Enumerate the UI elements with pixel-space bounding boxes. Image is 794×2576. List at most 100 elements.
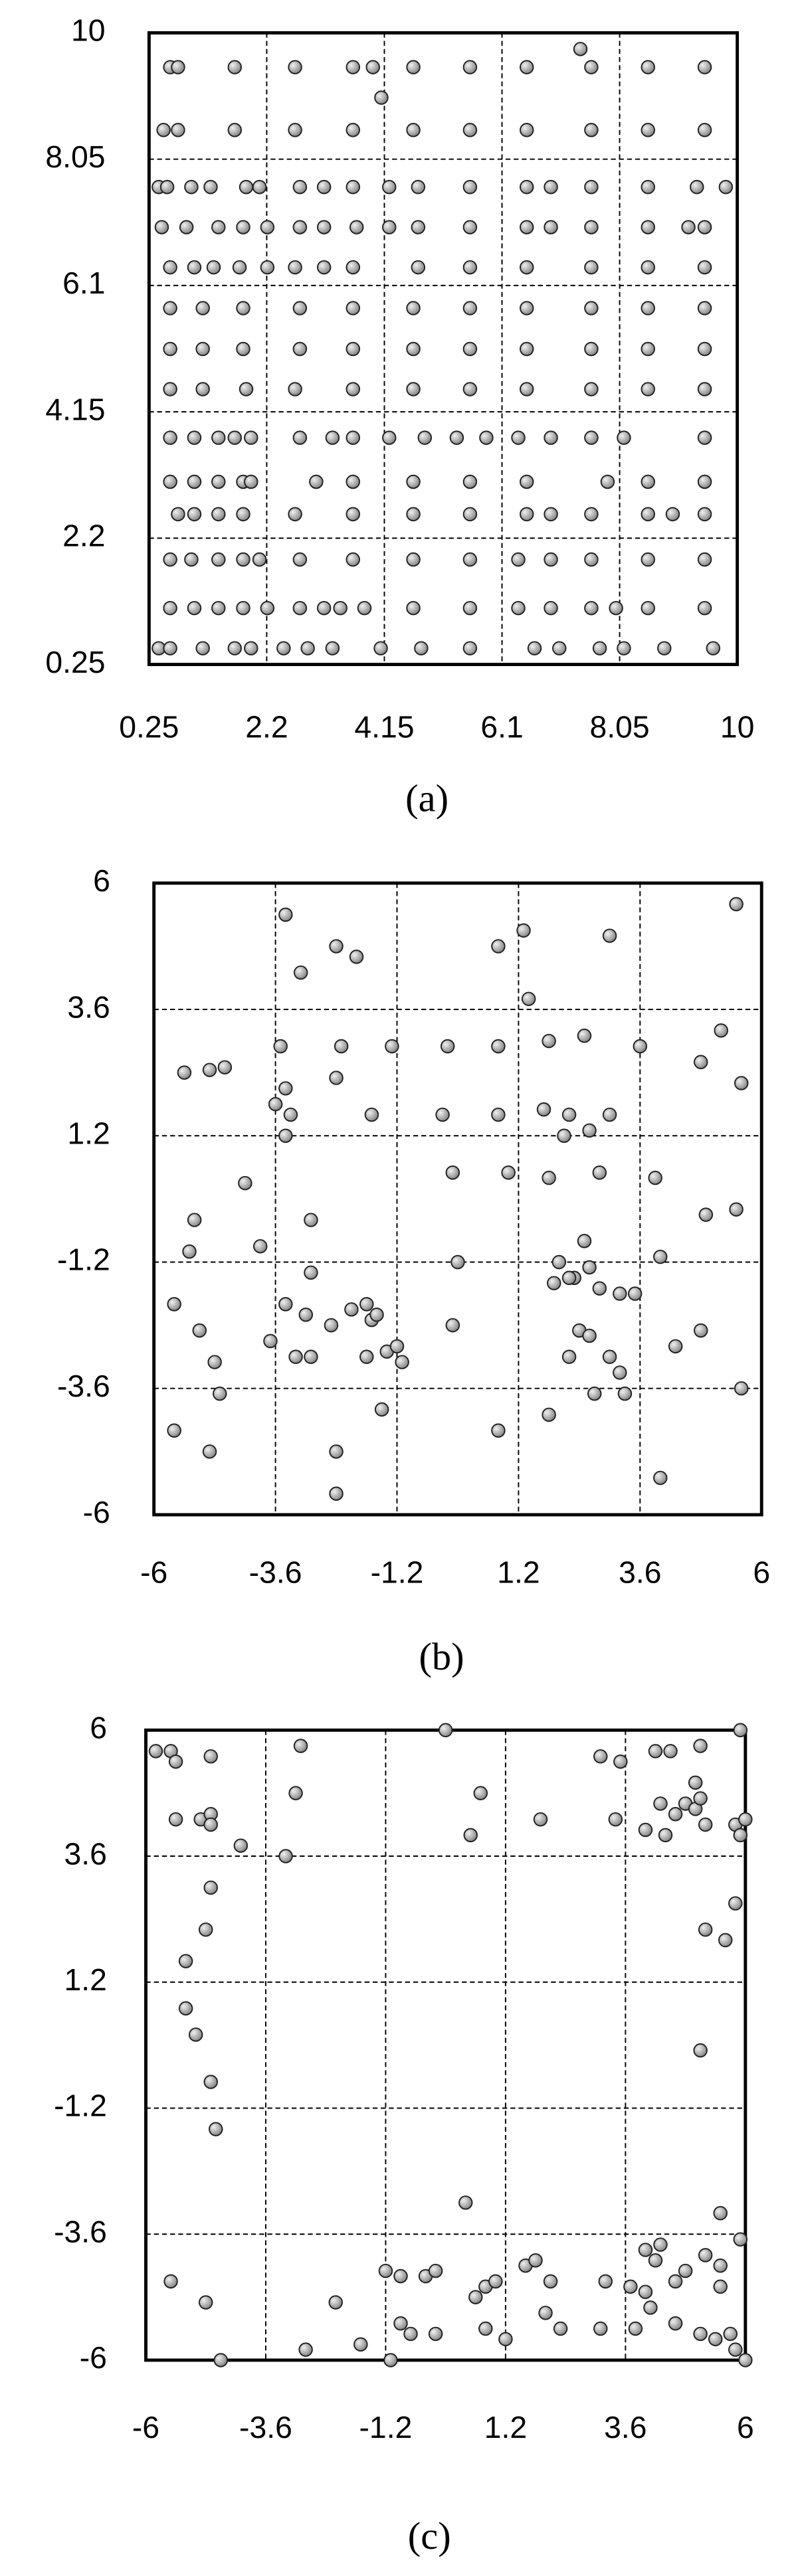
y-tick-label: 6	[93, 863, 110, 898]
point	[584, 507, 599, 521]
point	[608, 1812, 623, 1827]
point	[491, 939, 506, 954]
point	[688, 1775, 703, 1790]
point	[638, 2284, 653, 2299]
point	[244, 641, 258, 655]
point	[213, 2353, 229, 2367]
point	[211, 552, 226, 567]
y-tick-label: 6	[90, 1711, 107, 1745]
point	[187, 260, 202, 275]
point	[304, 1265, 318, 1280]
point	[697, 382, 712, 396]
point	[501, 1165, 516, 1180]
point	[207, 1355, 222, 1369]
point	[346, 552, 360, 567]
point	[329, 1444, 344, 1459]
point	[628, 2321, 643, 2336]
point	[449, 430, 464, 445]
point	[598, 2274, 613, 2289]
point	[602, 1107, 617, 1122]
point	[633, 1039, 648, 1054]
point	[374, 1402, 389, 1417]
point	[641, 123, 655, 137]
point	[648, 2253, 663, 2268]
point	[209, 2122, 223, 2136]
point	[236, 341, 250, 357]
point	[462, 382, 478, 396]
point	[613, 1754, 628, 1769]
point	[411, 179, 426, 195]
point	[584, 341, 599, 357]
point	[694, 1323, 708, 1338]
y-tick-label: -1.2	[57, 1243, 110, 1277]
y-tick-label: 1.2	[64, 1962, 107, 1997]
point	[577, 1234, 592, 1248]
point	[268, 1096, 283, 1112]
y-tick-label: 6.1	[62, 266, 105, 300]
point	[520, 220, 534, 234]
x-tick-label: 6	[753, 1555, 770, 1589]
point	[233, 1838, 248, 1853]
x-tick-label: 6	[737, 2410, 754, 2445]
point	[641, 341, 655, 357]
point	[260, 260, 275, 275]
point	[681, 220, 696, 234]
point	[163, 341, 177, 357]
point	[346, 341, 360, 357]
point	[713, 2205, 728, 2221]
point	[627, 1286, 643, 1301]
point	[478, 2321, 493, 2336]
point	[468, 2290, 483, 2304]
point	[163, 430, 177, 445]
point	[168, 1812, 183, 1827]
point	[723, 2326, 738, 2342]
point	[587, 1386, 602, 1401]
point	[292, 301, 308, 315]
point	[406, 382, 421, 396]
point	[328, 2295, 343, 2310]
point	[653, 2237, 668, 2252]
point	[163, 382, 177, 396]
point	[462, 301, 478, 315]
point	[479, 430, 494, 445]
point	[163, 2274, 178, 2289]
point	[623, 2279, 638, 2294]
point	[584, 430, 599, 445]
point	[179, 220, 194, 234]
point	[353, 2337, 368, 2352]
point	[278, 1849, 293, 1863]
point	[378, 2263, 393, 2278]
point	[488, 2274, 503, 2289]
point	[211, 220, 226, 234]
point	[260, 220, 275, 234]
point	[592, 641, 607, 655]
point	[236, 301, 250, 315]
point	[365, 60, 380, 74]
point	[641, 60, 655, 74]
x-tick-label: -1.2	[371, 1555, 424, 1589]
point	[728, 1896, 743, 1911]
point	[462, 641, 478, 655]
point	[462, 123, 478, 137]
point	[584, 382, 599, 396]
point	[406, 474, 421, 489]
point	[298, 1308, 314, 1322]
point	[167, 1423, 181, 1438]
point	[602, 928, 617, 943]
point	[542, 1170, 556, 1185]
point	[462, 260, 478, 275]
point	[383, 2353, 398, 2367]
point	[582, 1260, 597, 1275]
point	[544, 220, 558, 234]
point	[693, 1791, 708, 1806]
point	[202, 1063, 217, 1077]
point	[713, 2279, 728, 2294]
point	[698, 1922, 713, 1937]
point	[163, 260, 177, 275]
y-tick-label: -6	[80, 2340, 107, 2375]
point	[236, 220, 250, 234]
point	[393, 2269, 408, 2284]
point	[288, 1786, 303, 1800]
point	[520, 123, 534, 137]
point	[462, 552, 478, 567]
